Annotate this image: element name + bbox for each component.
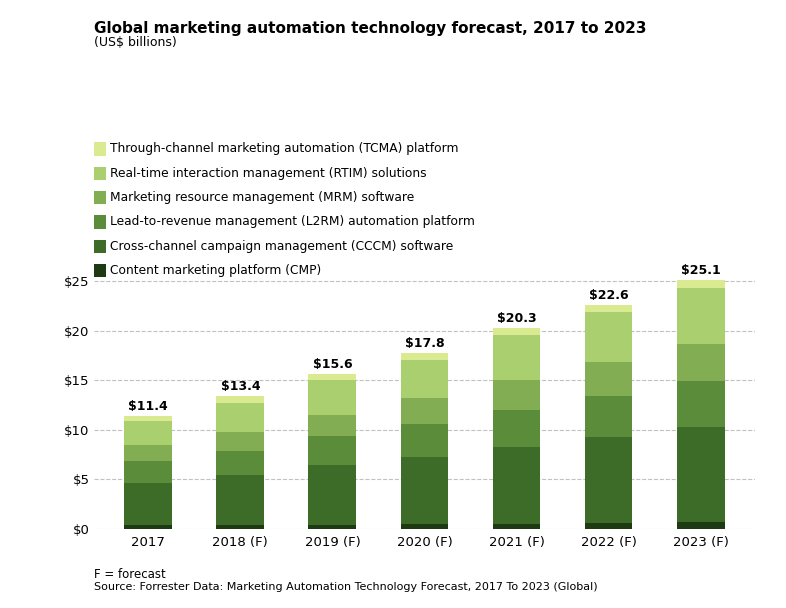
Text: Cross-channel campaign management (CCCM) software: Cross-channel campaign management (CCCM)… — [110, 240, 453, 253]
Text: $13.4: $13.4 — [221, 380, 260, 393]
Bar — [493, 447, 541, 523]
Text: $15.6: $15.6 — [313, 359, 352, 371]
Bar — [216, 403, 264, 432]
Bar — [677, 381, 725, 427]
Bar — [401, 359, 448, 398]
Text: Content marketing platform (CMP): Content marketing platform (CMP) — [110, 264, 321, 277]
Text: $22.6: $22.6 — [589, 289, 628, 302]
Bar — [677, 522, 725, 529]
Bar — [585, 362, 633, 396]
Bar — [677, 427, 725, 522]
Bar — [308, 437, 356, 465]
Bar — [216, 525, 264, 529]
Bar — [401, 398, 448, 424]
Bar — [585, 522, 633, 529]
Text: Global marketing automation technology forecast, 2017 to 2023: Global marketing automation technology f… — [94, 21, 647, 36]
Text: $25.1: $25.1 — [681, 264, 721, 277]
Bar — [401, 424, 448, 457]
Bar — [216, 451, 264, 475]
Text: Marketing resource management (MRM) software: Marketing resource management (MRM) soft… — [110, 191, 414, 204]
Text: $20.3: $20.3 — [497, 312, 536, 325]
Bar — [585, 437, 633, 522]
Bar — [308, 525, 356, 529]
Text: Real-time interaction management (RTIM) solutions: Real-time interaction management (RTIM) … — [110, 167, 426, 180]
Bar — [493, 328, 541, 335]
Bar — [585, 396, 633, 437]
Bar — [401, 457, 448, 524]
Bar — [216, 475, 264, 525]
Bar — [308, 465, 356, 525]
Text: Source: Forrester Data: Marketing Automation Technology Forecast, 2017 To 2023 (: Source: Forrester Data: Marketing Automa… — [94, 582, 598, 592]
Bar — [124, 483, 172, 525]
Bar — [124, 461, 172, 483]
Bar — [124, 421, 172, 445]
Bar — [401, 524, 448, 529]
Bar — [216, 432, 264, 451]
Bar — [585, 305, 633, 313]
Bar — [401, 353, 448, 359]
Bar — [124, 525, 172, 529]
Bar — [308, 415, 356, 437]
Bar — [677, 288, 725, 344]
Text: (US$ billions): (US$ billions) — [94, 36, 177, 49]
Text: Through-channel marketing automation (TCMA) platform: Through-channel marketing automation (TC… — [110, 142, 458, 156]
Text: F = forecast: F = forecast — [94, 568, 166, 581]
Bar — [124, 416, 172, 421]
Bar — [493, 410, 541, 447]
Text: Lead-to-revenue management (L2RM) automation platform: Lead-to-revenue management (L2RM) automa… — [110, 215, 475, 229]
Bar — [493, 523, 541, 529]
Bar — [216, 396, 264, 403]
Text: $17.8: $17.8 — [405, 337, 444, 350]
Bar — [677, 344, 725, 381]
Bar — [124, 445, 172, 461]
Bar — [493, 335, 541, 380]
Bar — [585, 313, 633, 362]
Bar — [308, 375, 356, 381]
Text: $11.4: $11.4 — [128, 400, 168, 413]
Bar — [493, 380, 541, 410]
Bar — [308, 381, 356, 415]
Bar — [677, 280, 725, 288]
